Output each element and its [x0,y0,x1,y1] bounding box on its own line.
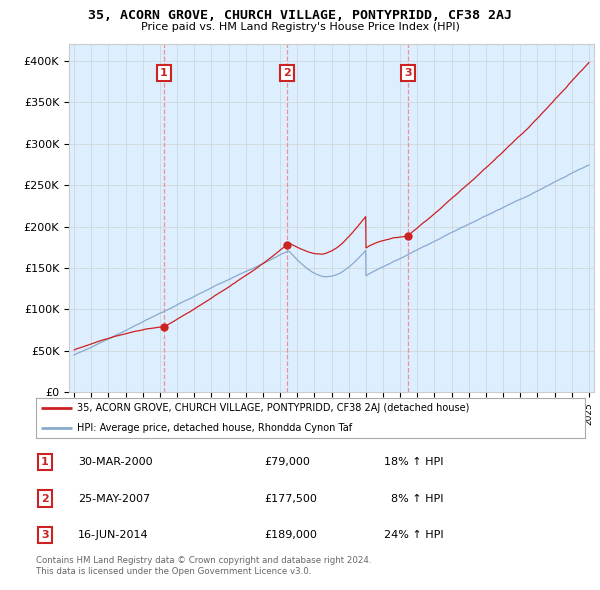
Text: 3: 3 [41,530,49,540]
Text: £177,500: £177,500 [264,494,317,503]
Text: 1: 1 [160,68,168,78]
Text: HPI: Average price, detached house, Rhondda Cynon Taf: HPI: Average price, detached house, Rhon… [77,423,352,432]
Text: 25-MAY-2007: 25-MAY-2007 [78,494,150,503]
Text: 2: 2 [41,494,49,503]
Text: 24% ↑ HPI: 24% ↑ HPI [384,530,443,540]
Text: Contains HM Land Registry data © Crown copyright and database right 2024.
This d: Contains HM Land Registry data © Crown c… [36,556,371,576]
Text: 2: 2 [283,68,291,78]
Text: Price paid vs. HM Land Registry's House Price Index (HPI): Price paid vs. HM Land Registry's House … [140,22,460,32]
Text: 8% ↑ HPI: 8% ↑ HPI [384,494,443,503]
Text: 35, ACORN GROVE, CHURCH VILLAGE, PONTYPRIDD, CF38 2AJ: 35, ACORN GROVE, CHURCH VILLAGE, PONTYPR… [88,9,512,22]
Text: £189,000: £189,000 [264,530,317,540]
Text: 30-MAR-2000: 30-MAR-2000 [78,457,152,467]
Text: £79,000: £79,000 [264,457,310,467]
Text: 16-JUN-2014: 16-JUN-2014 [78,530,149,540]
Text: 3: 3 [404,68,412,78]
Text: 1: 1 [41,457,49,467]
Text: 35, ACORN GROVE, CHURCH VILLAGE, PONTYPRIDD, CF38 2AJ (detached house): 35, ACORN GROVE, CHURCH VILLAGE, PONTYPR… [77,403,470,412]
Text: 18% ↑ HPI: 18% ↑ HPI [384,457,443,467]
